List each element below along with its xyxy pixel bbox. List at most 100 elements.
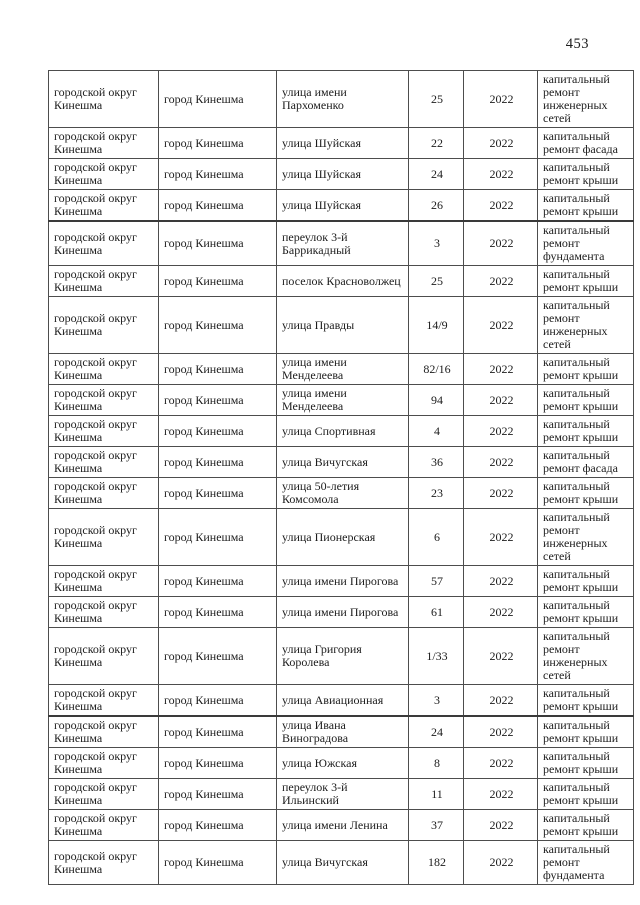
table-row: городской округ Кинешма город Кинешма ул… bbox=[48, 353, 634, 385]
cell-house-number: 22 bbox=[408, 127, 464, 159]
cell-district: городской округ Кинешма bbox=[48, 415, 159, 447]
cell-city: город Кинешма bbox=[158, 565, 277, 597]
table-row: городской округ Кинешма город Кинешма ул… bbox=[48, 70, 634, 128]
cell-year: 2022 bbox=[463, 353, 538, 385]
cell-city: город Кинешма bbox=[158, 189, 277, 222]
cell-work-type: капитальный ремонт крыши bbox=[537, 715, 634, 748]
cell-house-number: 11 bbox=[408, 778, 464, 810]
cell-work-type: капитальный ремонт крыши bbox=[537, 353, 634, 385]
cell-house-number: 23 bbox=[408, 477, 464, 509]
cell-work-type: капитальный ремонт крыши bbox=[537, 477, 634, 509]
cell-house-number: 24 bbox=[408, 715, 464, 748]
table-row: городской округ Кинешма город Кинешма ул… bbox=[48, 508, 634, 566]
cell-city: город Кинешма bbox=[158, 296, 277, 354]
cell-street: переулок 3-й Баррикадный bbox=[276, 220, 409, 266]
cell-district: городской округ Кинешма bbox=[48, 477, 159, 509]
cell-city: город Кинешма bbox=[158, 747, 277, 779]
cell-street: улица имени Менделеева bbox=[276, 353, 409, 385]
cell-work-type: капитальный ремонт инженерных сетей bbox=[537, 627, 634, 685]
cell-district: городской округ Кинешма bbox=[48, 627, 159, 685]
table-row: городской округ Кинешма город Кинешма ул… bbox=[48, 477, 634, 509]
cell-house-number: 1/33 bbox=[408, 627, 464, 685]
cell-work-type: капитальный ремонт крыши bbox=[537, 265, 634, 297]
cell-year: 2022 bbox=[463, 477, 538, 509]
cell-year: 2022 bbox=[463, 508, 538, 566]
cell-city: город Кинешма bbox=[158, 127, 277, 159]
cell-work-type: капитальный ремонт крыши bbox=[537, 809, 634, 841]
cell-year: 2022 bbox=[463, 265, 538, 297]
cell-street: улица имени Пархоменко bbox=[276, 70, 409, 128]
cell-house-number: 182 bbox=[408, 840, 464, 885]
cell-house-number: 36 bbox=[408, 446, 464, 478]
table-row: городской округ Кинешма город Кинешма ул… bbox=[48, 596, 634, 628]
cell-street: улица Шуйская bbox=[276, 189, 409, 222]
cell-work-type: капитальный ремонт инженерных сетей bbox=[537, 70, 634, 128]
cell-year: 2022 bbox=[463, 446, 538, 478]
table-row: городской округ Кинешма город Кинешма ул… bbox=[48, 809, 634, 841]
cell-work-type: капитальный ремонт крыши bbox=[537, 384, 634, 416]
cell-city: город Кинешма bbox=[158, 627, 277, 685]
table-row: городской округ Кинешма город Кинешма пе… bbox=[48, 778, 634, 810]
cell-city: город Кинешма bbox=[158, 840, 277, 885]
table-body: городской округ Кинешма город Кинешма ул… bbox=[48, 70, 634, 885]
cell-street: улица Правды bbox=[276, 296, 409, 354]
cell-street: улица имени Пирогова bbox=[276, 565, 409, 597]
cell-city: город Кинешма bbox=[158, 70, 277, 128]
cell-street: улица Спортивная bbox=[276, 415, 409, 447]
cell-street: улица имени Ленина bbox=[276, 809, 409, 841]
cell-work-type: капитальный ремонт крыши bbox=[537, 565, 634, 597]
cell-street: улица Шуйская bbox=[276, 158, 409, 190]
cell-district: городской округ Кинешма bbox=[48, 127, 159, 159]
cell-street: улица Григория Королева bbox=[276, 627, 409, 685]
cell-year: 2022 bbox=[463, 189, 538, 222]
cell-work-type: капитальный ремонт крыши bbox=[537, 596, 634, 628]
cell-district: городской округ Кинешма bbox=[48, 778, 159, 810]
cell-year: 2022 bbox=[463, 127, 538, 159]
cell-city: город Кинешма bbox=[158, 220, 277, 266]
cell-year: 2022 bbox=[463, 747, 538, 779]
cell-house-number: 82/16 bbox=[408, 353, 464, 385]
cell-house-number: 24 bbox=[408, 158, 464, 190]
cell-work-type: капитальный ремонт крыши bbox=[537, 189, 634, 222]
cell-city: город Кинешма bbox=[158, 477, 277, 509]
cell-city: город Кинешма bbox=[158, 809, 277, 841]
cell-district: городской округ Кинешма bbox=[48, 840, 159, 885]
cell-house-number: 26 bbox=[408, 189, 464, 222]
table-row: городской округ Кинешма город Кинешма ул… bbox=[48, 415, 634, 447]
cell-year: 2022 bbox=[463, 384, 538, 416]
cell-district: городской округ Кинешма bbox=[48, 265, 159, 297]
cell-work-type: капитальный ремонт крыши bbox=[537, 684, 634, 717]
cell-city: город Кинешма bbox=[158, 415, 277, 447]
cell-year: 2022 bbox=[463, 415, 538, 447]
repair-works-table: городской округ Кинешма город Кинешма ул… bbox=[48, 70, 634, 885]
cell-district: городской округ Кинешма bbox=[48, 446, 159, 478]
cell-city: город Кинешма bbox=[158, 158, 277, 190]
cell-house-number: 57 bbox=[408, 565, 464, 597]
cell-house-number: 94 bbox=[408, 384, 464, 416]
cell-district: городской округ Кинешма bbox=[48, 565, 159, 597]
table-row: городской округ Кинешма город Кинешма ул… bbox=[48, 446, 634, 478]
cell-year: 2022 bbox=[463, 70, 538, 128]
cell-city: город Кинешма bbox=[158, 446, 277, 478]
cell-city: город Кинешма bbox=[158, 596, 277, 628]
cell-year: 2022 bbox=[463, 627, 538, 685]
table-row: городской округ Кинешма город Кинешма ул… bbox=[48, 747, 634, 779]
cell-city: город Кинешма bbox=[158, 778, 277, 810]
cell-district: городской округ Кинешма bbox=[48, 596, 159, 628]
cell-work-type: капитальный ремонт крыши bbox=[537, 158, 634, 190]
cell-district: городской округ Кинешма bbox=[48, 809, 159, 841]
cell-house-number: 6 bbox=[408, 508, 464, 566]
cell-district: городской округ Кинешма bbox=[48, 70, 159, 128]
cell-street: улица Ивана Виноградова bbox=[276, 715, 409, 748]
cell-year: 2022 bbox=[463, 684, 538, 717]
table-row: городской округ Кинешма город Кинешма ул… bbox=[48, 627, 634, 685]
cell-work-type: капитальный ремонт фасада bbox=[537, 446, 634, 478]
table-row: городской округ Кинешма город Кинешма ул… bbox=[48, 296, 634, 354]
cell-house-number: 25 bbox=[408, 265, 464, 297]
cell-work-type: капитальный ремонт инженерных сетей bbox=[537, 508, 634, 566]
cell-year: 2022 bbox=[463, 840, 538, 885]
cell-district: городской округ Кинешма bbox=[48, 384, 159, 416]
cell-year: 2022 bbox=[463, 158, 538, 190]
cell-house-number: 4 bbox=[408, 415, 464, 447]
table-row: городской округ Кинешма город Кинешма по… bbox=[48, 265, 634, 297]
